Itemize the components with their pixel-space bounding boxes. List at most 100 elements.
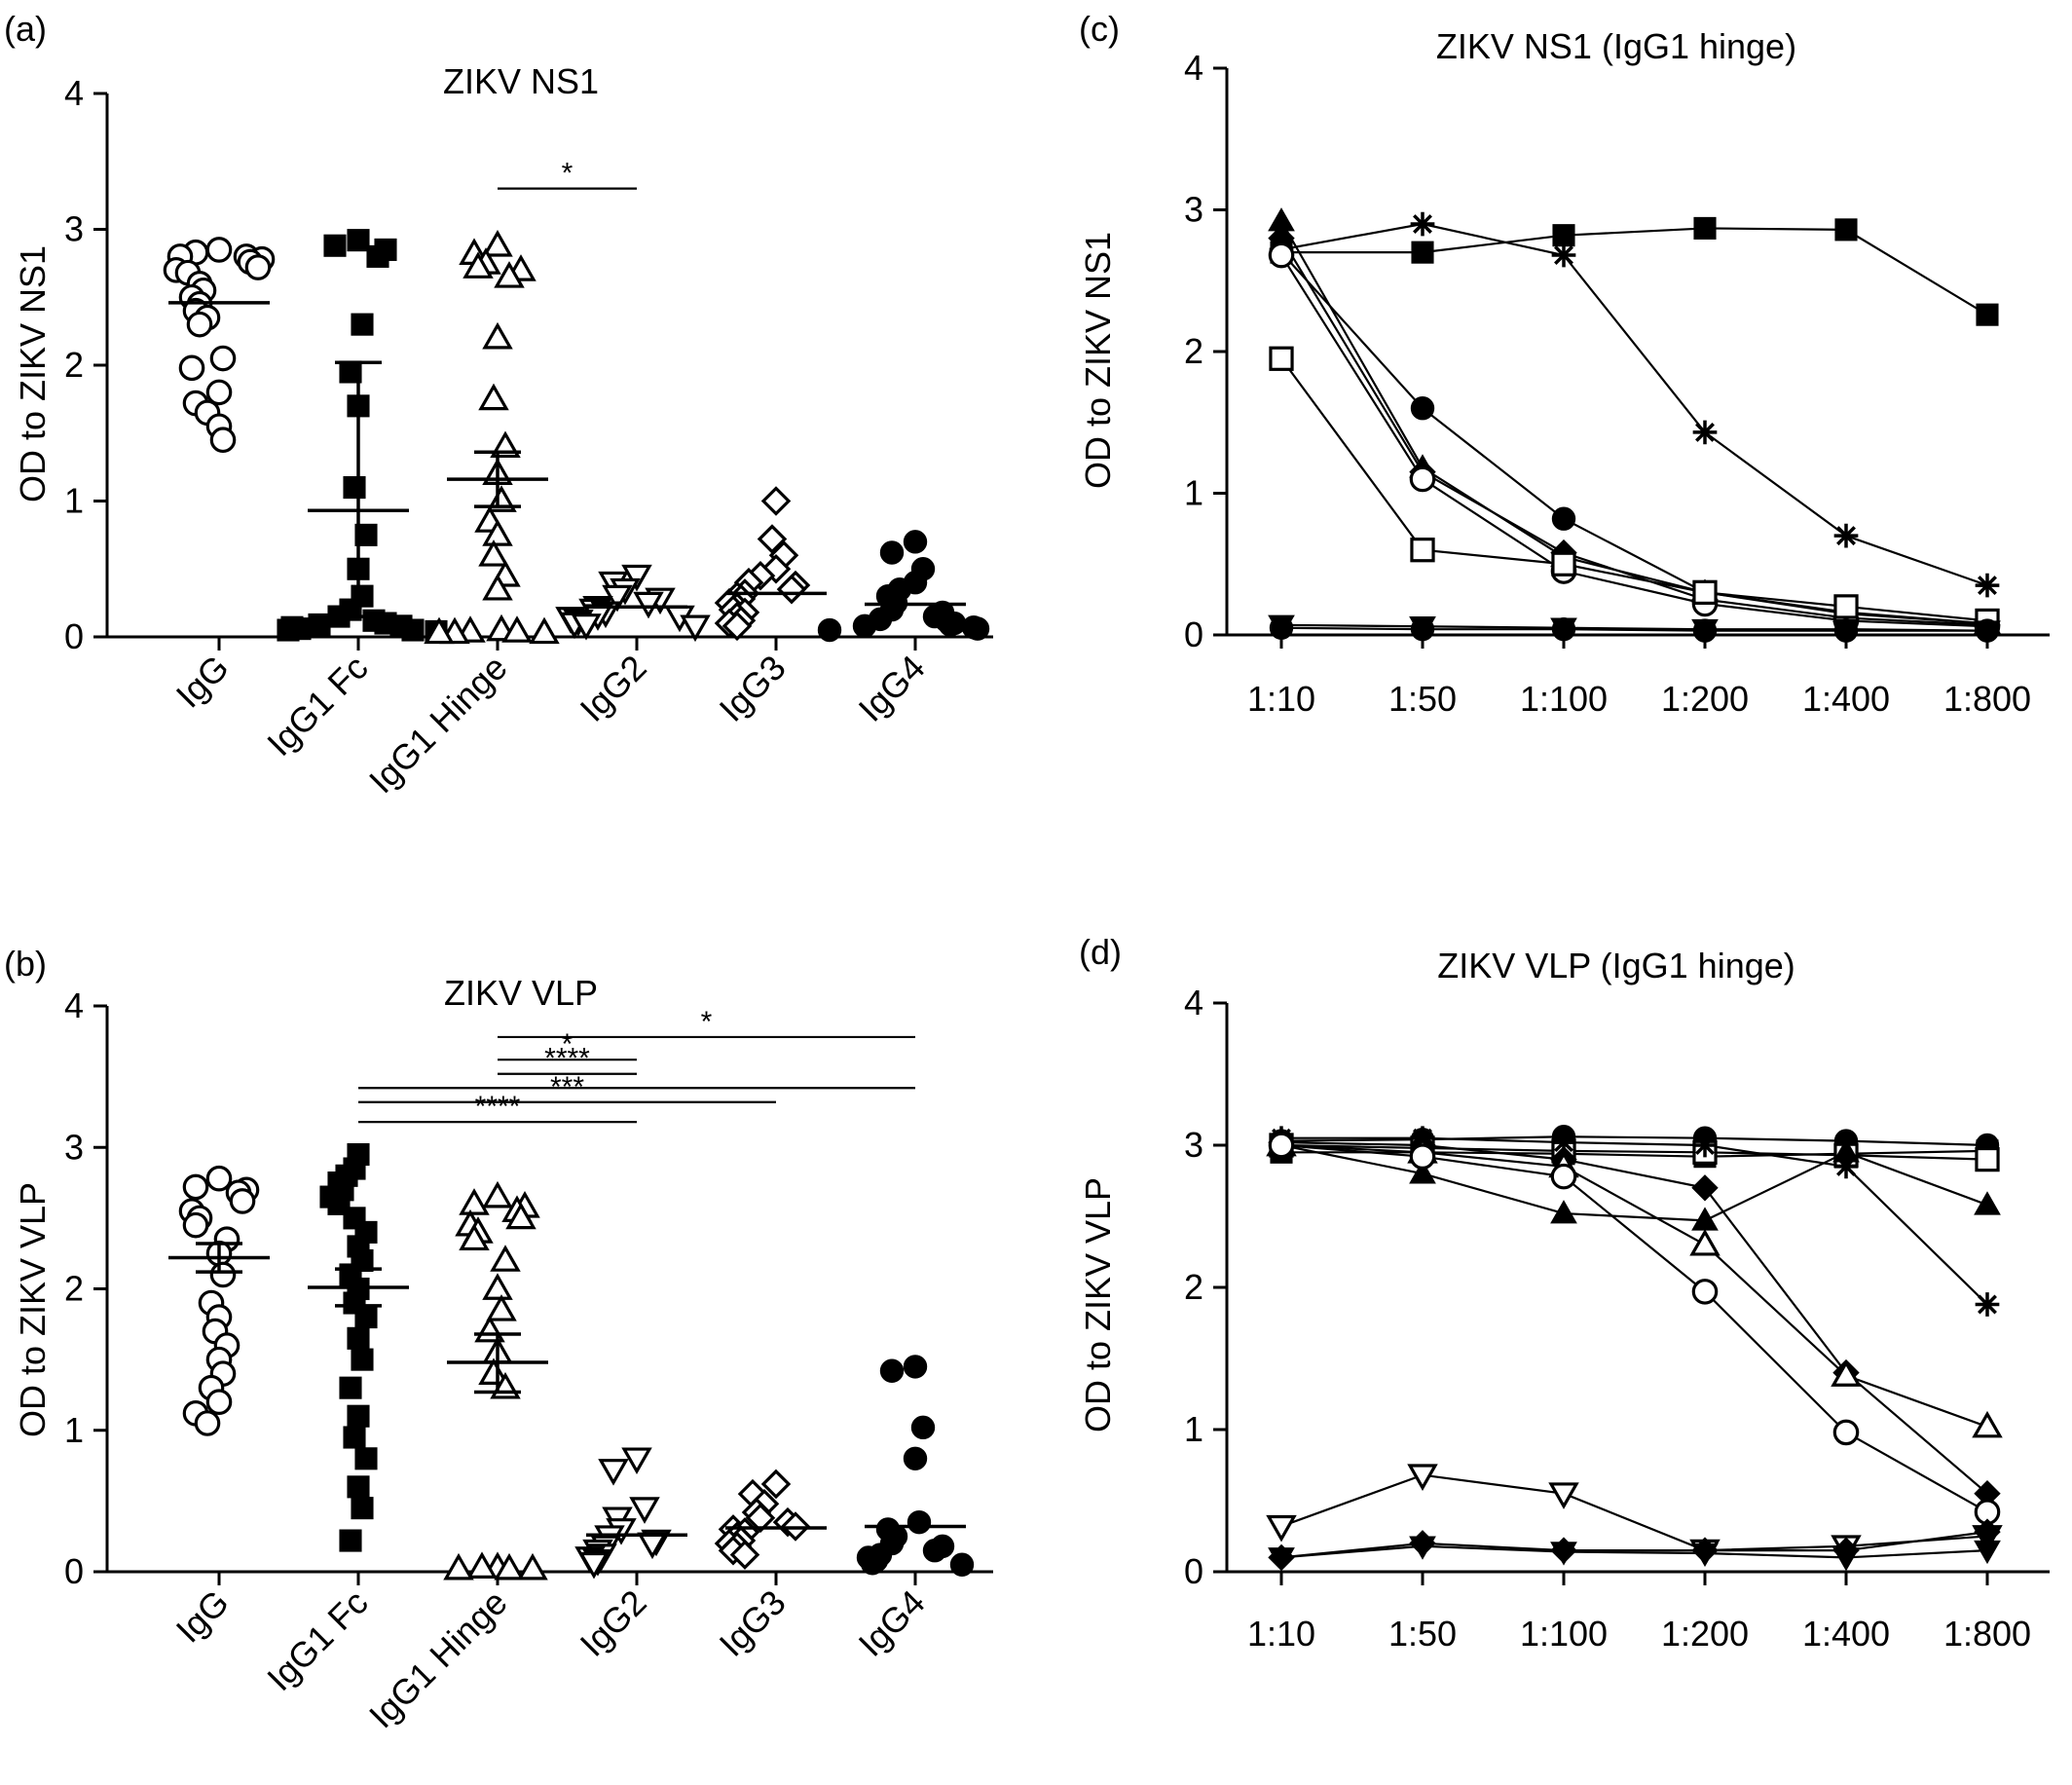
y-tick-label: 3 (1184, 190, 1203, 230)
data-point (1410, 396, 1435, 421)
x-tick-label: 1:10 (1247, 679, 1315, 719)
data-point (229, 1188, 256, 1214)
data-point (903, 1355, 928, 1379)
data-point (1410, 211, 1435, 237)
data-point (1832, 1138, 1860, 1163)
data-point (277, 618, 300, 642)
significance-label: **** (475, 1091, 521, 1123)
data-point (1975, 1146, 2000, 1172)
y-tick-label: 0 (1184, 1551, 1203, 1591)
y-tick-label: 2 (64, 345, 84, 385)
data-point (351, 313, 374, 336)
data-point (633, 591, 664, 619)
y-tick-label: 4 (64, 73, 84, 113)
data-point (1550, 1542, 1577, 1566)
data-point (910, 1415, 936, 1440)
x-tick-label: IgG2 (572, 648, 653, 729)
data-point (1692, 579, 1718, 605)
data-point (852, 614, 877, 639)
data-point (401, 618, 425, 642)
y-tick-label: 2 (64, 1269, 84, 1309)
data-point (1269, 615, 1294, 640)
data-point (578, 1551, 610, 1580)
y-axis-label: OD to ZIKV VLP (13, 1182, 53, 1437)
x-tick-label: 1:800 (1943, 679, 2031, 719)
panel-a: (a) ZIKV NS1 OD to ZIKV NS1 0 1 2 3 4 IgG IgG1… (4, 9, 993, 800)
data-point (1691, 1279, 1719, 1305)
data-point (1551, 506, 1576, 531)
data-point (501, 615, 533, 643)
data-point (1266, 1514, 1297, 1543)
data-point (1691, 1543, 1719, 1568)
data-point (1407, 1464, 1438, 1491)
data-point (1551, 242, 1576, 268)
data-point (1410, 616, 1435, 642)
series-line (1280, 1143, 1988, 1513)
data-point (182, 1173, 209, 1201)
data-point (1976, 303, 1999, 326)
significance-label: * (562, 158, 574, 190)
data-point (443, 1552, 474, 1580)
data-point (466, 1551, 498, 1579)
data-point (1269, 346, 1294, 371)
series-line (1280, 1143, 1988, 1429)
data-point (308, 613, 331, 636)
data-point (879, 540, 905, 565)
data-point (860, 1551, 885, 1576)
data-point (757, 524, 788, 554)
series-line (1280, 357, 1988, 622)
data-point (1833, 618, 1859, 643)
chart-title: ZIKV VLP (IgG1 hinge) (1437, 946, 1795, 985)
series-line (1280, 623, 1988, 632)
data-point (1268, 1547, 1295, 1572)
data-point (182, 1211, 209, 1239)
x-tick-label: IgG (168, 1582, 237, 1651)
x-tick-label: 1:50 (1388, 1614, 1457, 1654)
data-point (482, 573, 513, 601)
series-line (1280, 1473, 1988, 1552)
series-line (1280, 254, 1988, 628)
panel-label: (b) (4, 944, 47, 984)
data-point (482, 230, 513, 257)
significance-label: * (701, 1006, 713, 1038)
data-point (347, 229, 370, 252)
x-tick-label: 1:400 (1802, 1614, 1890, 1654)
y-tick-label: 2 (1184, 1267, 1203, 1307)
chart-title: ZIKV VLP (444, 973, 598, 1013)
data-point (1409, 1160, 1436, 1184)
data-point (482, 1273, 513, 1300)
series-line (1280, 1135, 1988, 1147)
data-point (339, 1529, 362, 1552)
series-line (1280, 222, 1988, 587)
x-tick-label: IgG1 Hinge (361, 648, 515, 801)
x-tick-label: IgG3 (711, 648, 793, 729)
data-point (1832, 1419, 1860, 1446)
data-point (1411, 241, 1434, 264)
x-tick-label: IgG1 Hinge (361, 1582, 515, 1736)
x-tick-label: 1:100 (1520, 1614, 1608, 1654)
data-point (205, 1165, 233, 1192)
x-tick-label: IgG1 Fc (259, 648, 376, 764)
y-tick-label: 3 (64, 1127, 84, 1167)
data-point (1975, 573, 2000, 598)
data-point (343, 476, 366, 500)
data-point (343, 1426, 366, 1449)
data-point (459, 1223, 490, 1251)
panel-c: (c) ZIKV NS1 (IgG1 hinge) OD to ZIKV NS1… (1078, 9, 2050, 719)
data-point (1410, 538, 1435, 563)
data-point (482, 1180, 513, 1209)
data-point (205, 237, 233, 263)
data-point (482, 519, 513, 546)
data-point (776, 574, 807, 605)
data-point (629, 1497, 660, 1524)
data-point (486, 1294, 517, 1321)
y-axis-label: OD to ZIKV NS1 (13, 245, 53, 502)
series-line (1280, 1544, 1988, 1559)
data-point (1975, 1292, 2000, 1317)
data-point (1975, 618, 2000, 643)
data-point (571, 614, 602, 641)
data-point (323, 234, 347, 257)
x-tick-label: IgG2 (572, 1582, 653, 1664)
x-tick-label: IgG (168, 648, 237, 716)
